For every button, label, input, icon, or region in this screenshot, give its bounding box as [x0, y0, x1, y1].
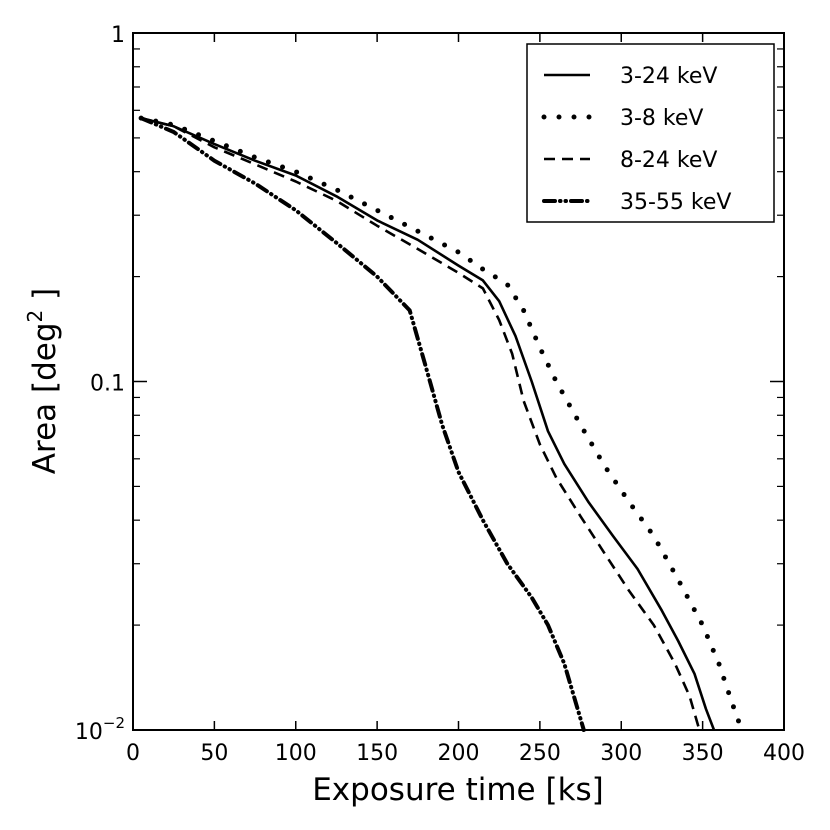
y-axis-title-sup: 2	[23, 310, 47, 323]
series-line-3	[140, 116, 701, 731]
plot-frame	[132, 32, 785, 731]
y-axis-title-end: ]	[27, 288, 63, 310]
legend-label-1: 3-24 keV	[620, 64, 717, 89]
series-line-1	[140, 116, 716, 731]
plot-series	[138, 115, 743, 732]
x-axis-title: Exposure time [ks]	[312, 772, 604, 808]
legend-label-2: 3-8 keV	[620, 106, 703, 131]
legend: 3-24 keV 3-8 keV 8-24 keV 35-55 keV	[526, 43, 775, 223]
y-axis-title: Area [deg2 ]	[23, 288, 63, 474]
legend-label-4: 35-55 keV	[620, 190, 731, 215]
y-tick-label: 0.1	[90, 372, 125, 397]
y-tick-label: 1	[111, 23, 125, 48]
legend-label-3: 8-24 keV	[620, 148, 717, 173]
x-tick-label: 250	[519, 741, 561, 766]
series-line-4	[139, 116, 586, 732]
x-tick-label: 100	[275, 741, 317, 766]
x-tick-label: 400	[763, 741, 805, 766]
x-tick-label: 150	[356, 741, 398, 766]
legend-box	[526, 43, 775, 223]
y-tick-label: 10−2	[75, 714, 125, 745]
x-tick-label: 350	[682, 741, 724, 766]
x-tick-label: 0	[126, 741, 140, 766]
x-tick-label: 300	[600, 741, 642, 766]
series-line-2	[138, 115, 743, 728]
tick-labels: 0 50 100 150 200 250 300 350 400 1 0.1 10−2	[75, 23, 805, 766]
x-tick-label: 200	[438, 741, 480, 766]
x-tick-label: 50	[200, 741, 228, 766]
y-axis-title-main: Area [deg	[27, 322, 63, 474]
